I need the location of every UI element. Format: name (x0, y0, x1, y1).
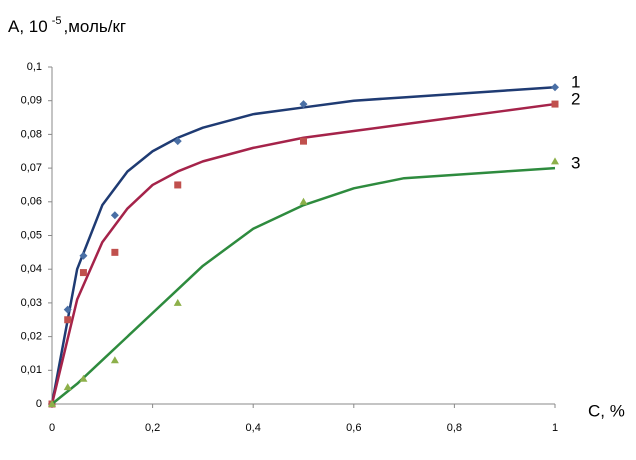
x-axis-title: C, % (588, 401, 625, 420)
y-tick-label: 0 (36, 398, 42, 410)
point (63, 383, 72, 391)
point (48, 400, 56, 407)
point (110, 211, 119, 220)
point (551, 83, 559, 92)
series-label: 2 (571, 90, 580, 109)
y-tick-label: 0,03 (21, 297, 42, 309)
point (79, 374, 88, 382)
y-tick-label: 0,04 (21, 263, 42, 275)
point (173, 137, 182, 146)
point (299, 100, 308, 109)
point (551, 100, 559, 108)
y-tick-label: 0,01 (21, 364, 42, 376)
point (79, 269, 87, 277)
fit-curve (51, 166, 556, 405)
x-tick-label: 0 (49, 422, 55, 434)
series-label: 1 (571, 73, 580, 92)
y-label-unit: ,моль/кг (63, 17, 126, 36)
point (299, 197, 308, 205)
y-axis-title: A, 10 -5 ,моль/кг (8, 15, 126, 37)
point (79, 251, 88, 260)
x-tick-label: 0,6 (346, 422, 361, 434)
point (110, 356, 119, 364)
y-tick-label: 0,07 (21, 162, 42, 174)
x-tick-label: 0,8 (447, 422, 462, 434)
y-tick-label: 0,02 (21, 331, 42, 343)
point (64, 316, 72, 324)
point (551, 157, 559, 165)
point (174, 181, 182, 189)
y-tick-label: 0,05 (21, 229, 42, 241)
y-tick-label: 0,1 (27, 61, 42, 73)
y-label-sup: -5 (52, 15, 62, 27)
point (173, 298, 182, 306)
y-tick-label: 0,09 (21, 95, 42, 107)
series-label: 3 (571, 154, 580, 173)
y-label-main: A, 10 (8, 17, 48, 36)
x-tick-label: 1 (552, 422, 558, 434)
y-tick-label: 0,06 (21, 196, 42, 208)
y-tick-label: 0,08 (21, 128, 42, 140)
x-tick-label: 0,4 (246, 422, 261, 434)
fit-curve (50, 85, 556, 405)
point (111, 248, 119, 256)
point (63, 305, 72, 314)
fit-curve (50, 102, 556, 405)
point (300, 137, 307, 145)
x-tick-label: 0,2 (145, 422, 160, 434)
